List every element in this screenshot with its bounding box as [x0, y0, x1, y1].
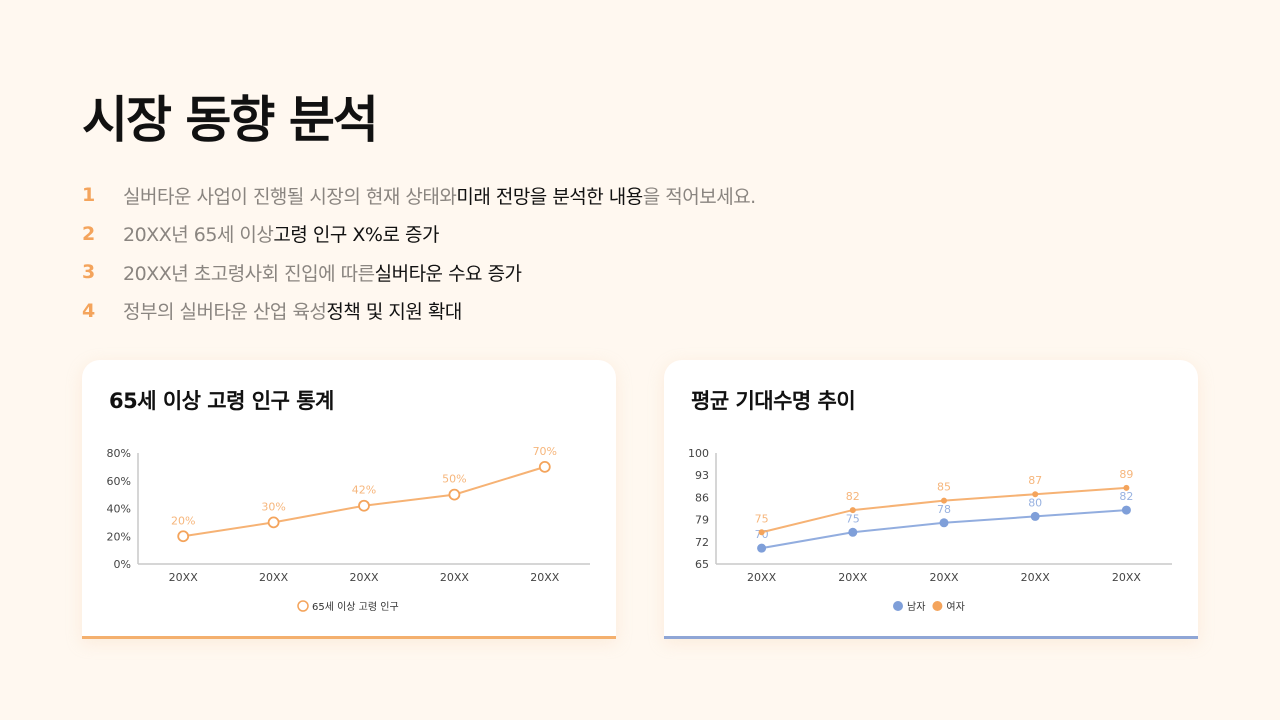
- legend-marker: [297, 600, 309, 612]
- legend-label: 남자: [907, 601, 925, 613]
- chart-title: 평균 기대수명 추이: [691, 389, 856, 413]
- y-tick-label: 80%: [107, 447, 131, 460]
- data-label: 82: [1119, 490, 1133, 503]
- legend-marker: [893, 601, 903, 611]
- page-title: 시장 동향 분석: [82, 91, 379, 149]
- data-label: 70%: [533, 445, 557, 458]
- bullet-highlight: 미래 전망을 분석한 내용: [456, 185, 643, 208]
- x-tick-label: 20XX: [259, 571, 289, 584]
- bullet-list: 1 실버타운 사업이 진행될 시장의 현재 상태와 미래 전망을 분석한 내용 을 …: [82, 176, 756, 330]
- x-tick-label: 20XX: [169, 571, 199, 584]
- y-tick-label: 93: [695, 469, 709, 482]
- bullet-highlight: 정책 및 지원 확대: [326, 301, 462, 324]
- data-point: [758, 529, 765, 536]
- y-tick-label: 40%: [107, 503, 131, 516]
- y-tick-label: 65: [695, 558, 709, 571]
- bullet-highlight: 고령 인구 X%로 증가: [273, 224, 439, 247]
- bullet-item: 2 20XX년 65세 이상 고령 인구 X%로 증가: [82, 215, 756, 254]
- data-point: [757, 543, 767, 553]
- chart-title: 65세 이상 고령 인구 통계: [109, 389, 334, 413]
- data-point: [941, 497, 947, 504]
- bullet-number: 2: [82, 222, 95, 245]
- x-tick-label: 20XX: [1112, 571, 1142, 584]
- data-point: [177, 530, 190, 543]
- data-label: 30%: [261, 500, 285, 513]
- x-tick-label: 20XX: [929, 571, 959, 584]
- bullet-item: 3 20XX년 초고령사회 진입에 따른 실버타운 수요 증가: [82, 253, 756, 292]
- data-label: 80: [1028, 496, 1042, 509]
- y-tick-label: 79: [695, 514, 709, 527]
- data-point: [1121, 505, 1131, 515]
- y-tick-label: 0%: [114, 558, 131, 571]
- y-tick-label: 72: [695, 536, 709, 549]
- data-label: 20%: [171, 514, 195, 527]
- x-tick-label: 20XX: [1021, 571, 1051, 584]
- data-label: 75: [755, 512, 769, 525]
- data-point: [267, 516, 280, 529]
- legend-label: 65세 이상 고령 인구: [312, 601, 399, 613]
- y-tick-label: 60%: [107, 475, 131, 488]
- bullet-number: 4: [82, 299, 95, 322]
- data-point: [1123, 484, 1130, 491]
- bullet-item: 1 실버타운 사업이 진행될 시장의 현재 상태와 미래 전망을 분석한 내용 을 …: [82, 176, 756, 215]
- bullet-item: 4 정부의 실버타운 산업 육성 정책 및 지원 확대: [82, 292, 756, 331]
- bullet-text: 정부의 실버타운 산업 육성: [123, 301, 327, 324]
- data-label: 75: [846, 512, 860, 525]
- life-expectancy-chart-card: 평균 기대수명 추이 65 72 79 86 93 100 20XX 20XX 20XX 20XX…: [664, 360, 1198, 639]
- legend-label: 여자: [946, 601, 964, 613]
- data-point: [939, 518, 949, 528]
- data-point: [848, 527, 858, 537]
- data-point: [538, 460, 551, 473]
- bullet-number: 3: [82, 261, 95, 284]
- data-label: 50%: [442, 473, 466, 486]
- bullet-text: 20XX년 65세 이상: [123, 224, 274, 247]
- data-point: [1032, 491, 1039, 498]
- population-chart-card: 65세 이상 고령 인구 통계 0% 20% 40% 60% 80% 20XX 20XX 20…: [82, 360, 616, 639]
- x-tick-label: 20XX: [838, 571, 868, 584]
- bullet-number: 1: [82, 184, 95, 207]
- data-label: 42%: [352, 484, 376, 497]
- bullet-text: 실버타운 사업이 진행될 시장의 현재 상태와: [123, 185, 457, 208]
- bullet-text: 을 적어보세요.: [642, 185, 756, 208]
- data-label: 82: [846, 490, 860, 503]
- y-tick-label: 100: [688, 447, 709, 460]
- x-tick-label: 20XX: [349, 571, 379, 584]
- data-point: [358, 499, 370, 512]
- data-label: 87: [1028, 474, 1042, 487]
- data-label: 78: [937, 503, 951, 516]
- bullet-highlight: 실버타운 수요 증가: [374, 262, 522, 285]
- legend-marker: [932, 601, 943, 611]
- bullet-text: 20XX년 초고령사회 진입에 따른: [123, 262, 375, 285]
- data-label: 85: [937, 481, 951, 494]
- x-tick-label: 20XX: [747, 571, 777, 584]
- x-tick-label: 20XX: [440, 571, 470, 584]
- series-line: [761, 509, 1127, 550]
- population-line-chart: 0% 20% 40% 60% 80% 20XX 20XX 20XX 20XX 20XX 20% 30%…: [107, 445, 590, 613]
- y-tick-label: 20%: [107, 530, 131, 543]
- data-point: [448, 488, 461, 501]
- life-expectancy-line-chart: 657279869310020XX20XX20XX20XX20XX7075788…: [688, 447, 1172, 613]
- y-tick-label: 86: [695, 491, 709, 504]
- x-tick-label: 20XX: [530, 571, 560, 584]
- data-point: [1030, 511, 1040, 521]
- data-point: [849, 507, 856, 514]
- data-label: 89: [1119, 468, 1133, 481]
